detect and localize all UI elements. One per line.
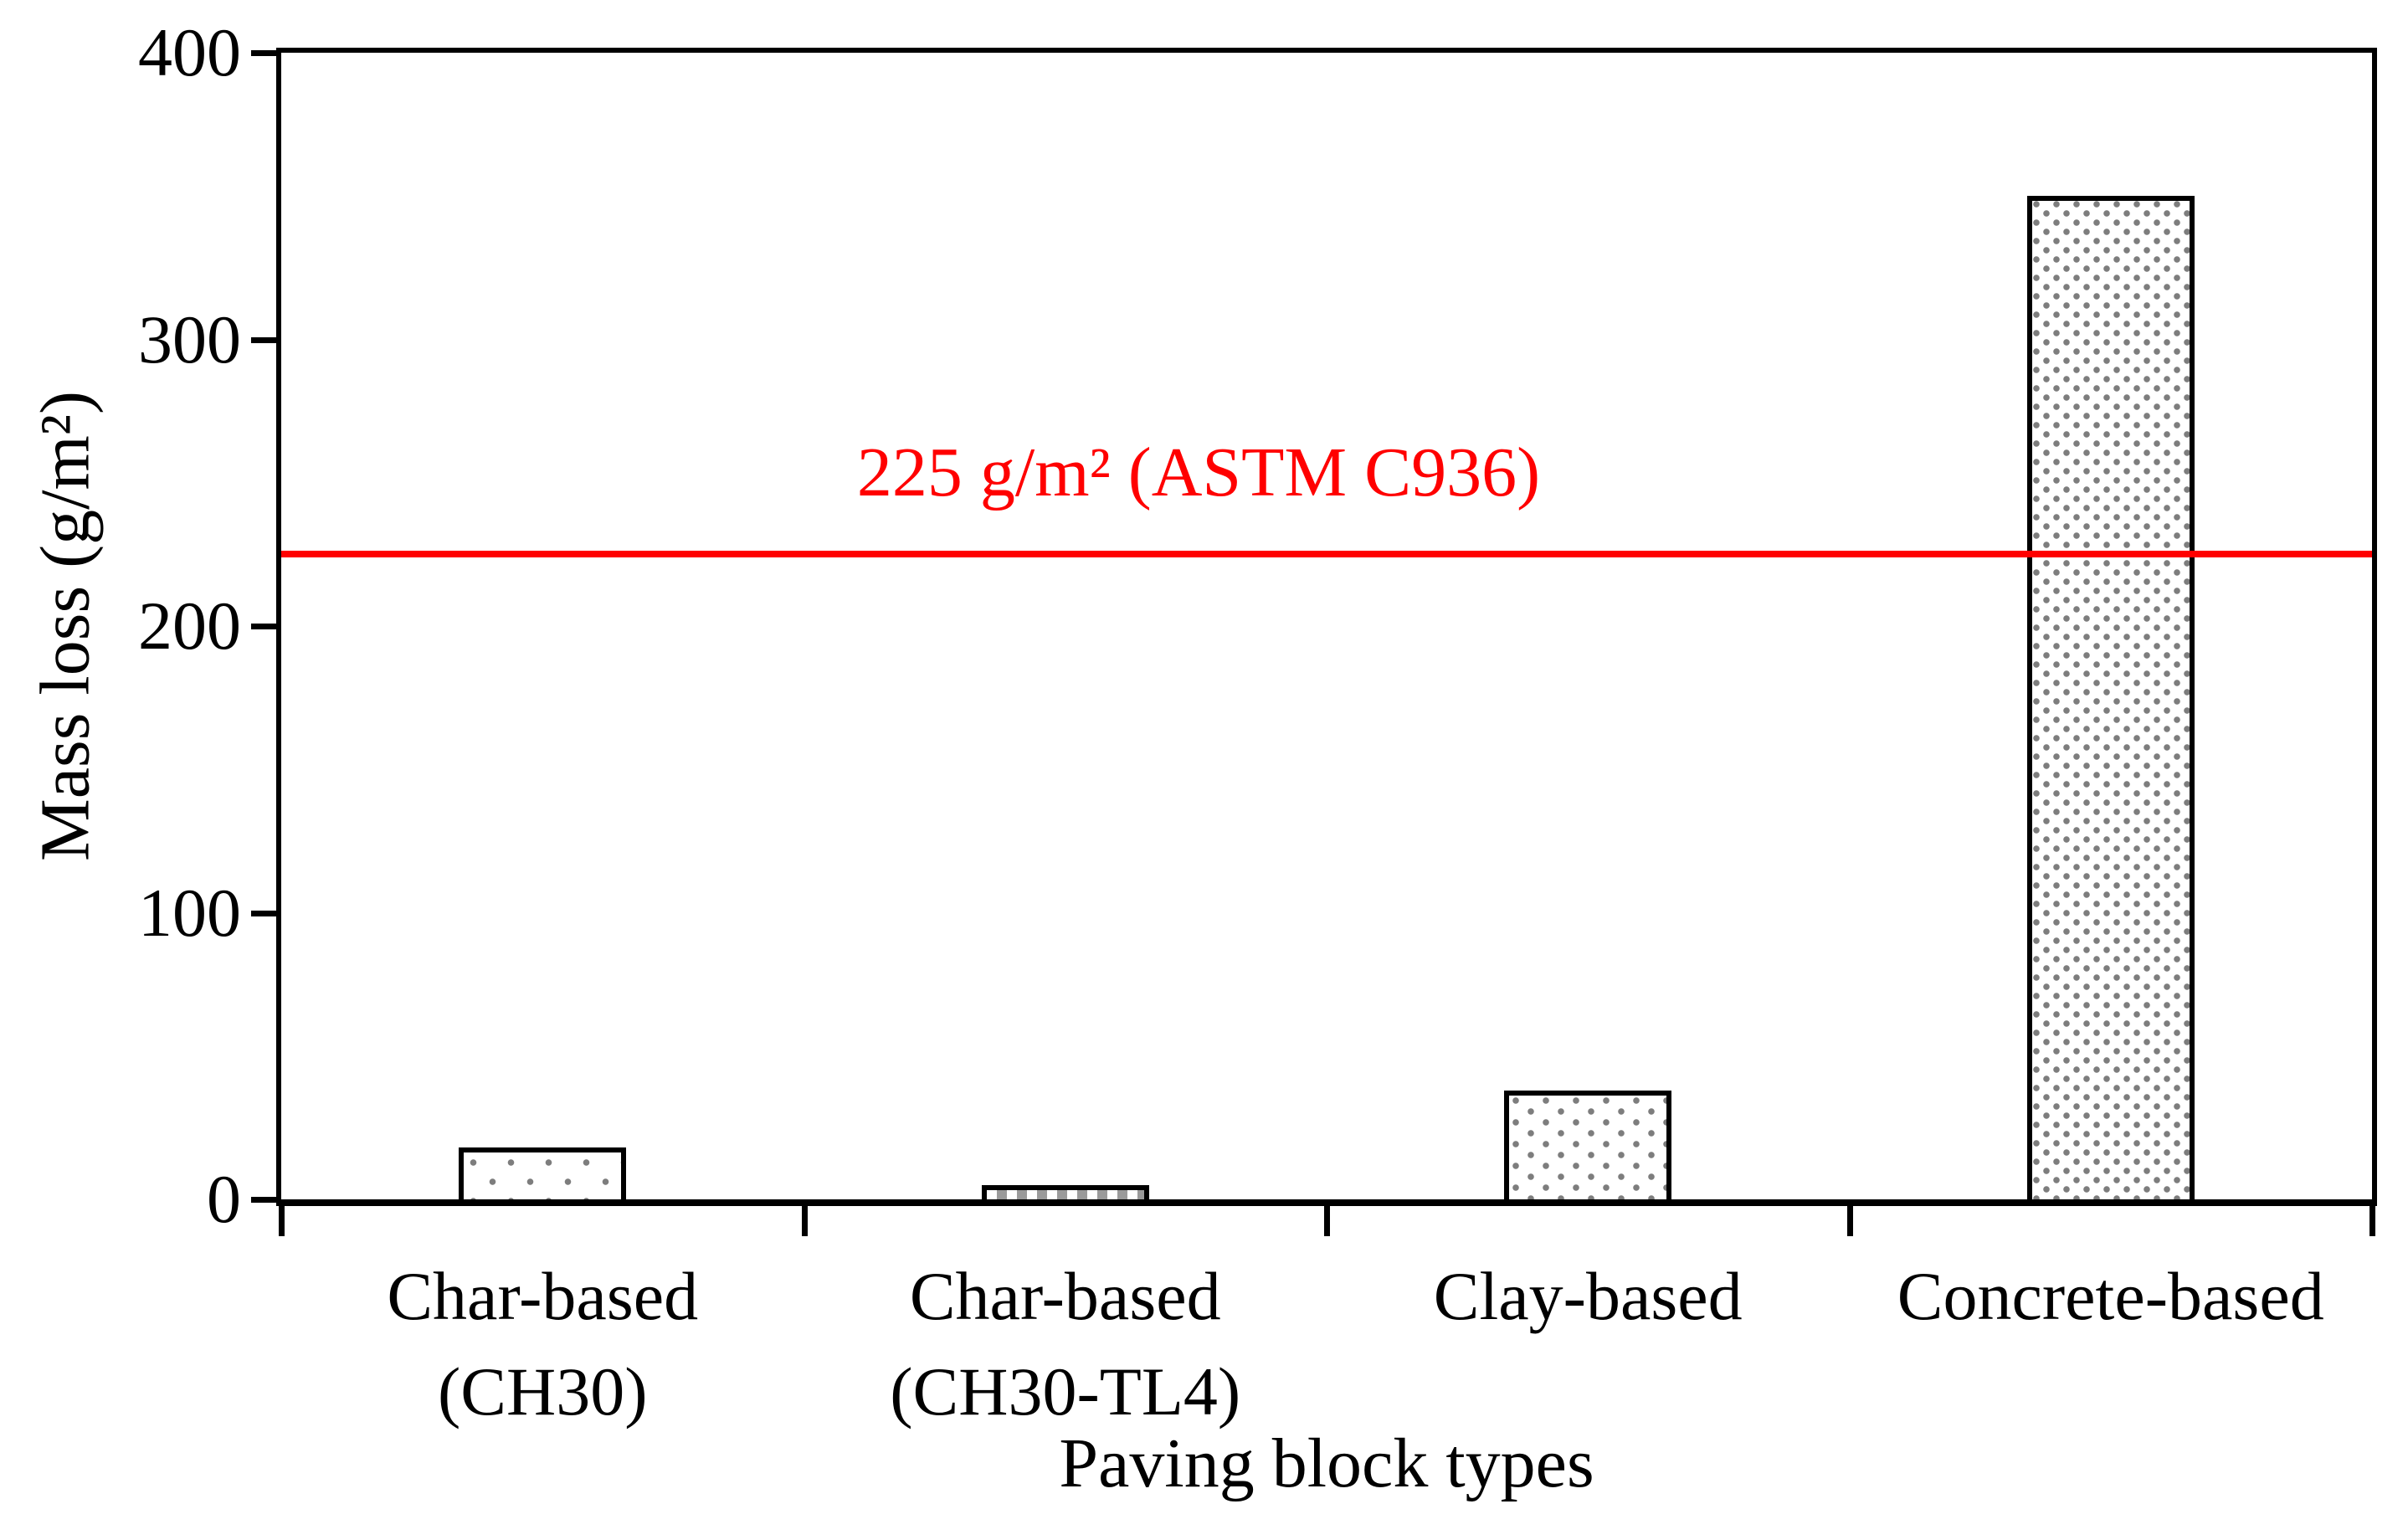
x-category-label: Clay-based: [1433, 1258, 1743, 1334]
y-tick-label: 300: [138, 300, 241, 377]
reference-line: [281, 551, 2372, 558]
x-category-label: Concrete-based: [1897, 1258, 2324, 1334]
bar-concrete-based: [2026, 196, 2195, 1204]
y-axis-tick: [251, 336, 281, 343]
y-axis-tick: [251, 624, 281, 629]
y-axis-tick: [251, 50, 281, 56]
x-axis-tick: [1324, 1199, 1330, 1236]
y-tick-label: 100: [138, 874, 241, 951]
x-axis-tick: [1846, 1199, 1853, 1236]
bar-char-based-(ch30-tl4): [981, 1184, 1149, 1204]
plot-area: [276, 48, 2377, 1206]
y-tick-label: 0: [207, 1161, 241, 1237]
bar-clay-based: [1504, 1090, 1672, 1204]
y-tick-label: 200: [138, 588, 241, 664]
x-axis-tick: [2369, 1199, 2375, 1236]
reference-line-label: 225 g/m² (ASTM C936): [856, 434, 1541, 511]
x-axis-tick: [279, 1199, 285, 1236]
y-tick-label: 400: [138, 14, 241, 90]
y-axis-tick: [251, 1197, 281, 1203]
y-axis-tick: [251, 910, 281, 916]
x-axis-title: Paving block types: [1059, 1424, 1594, 1502]
x-category-label: Char-based (CH30): [387, 1258, 699, 1430]
x-category-label: Char-based (CH30-TL4): [890, 1258, 1241, 1430]
x-axis-tick: [801, 1199, 808, 1236]
bar-char-based-(ch30): [459, 1147, 627, 1204]
